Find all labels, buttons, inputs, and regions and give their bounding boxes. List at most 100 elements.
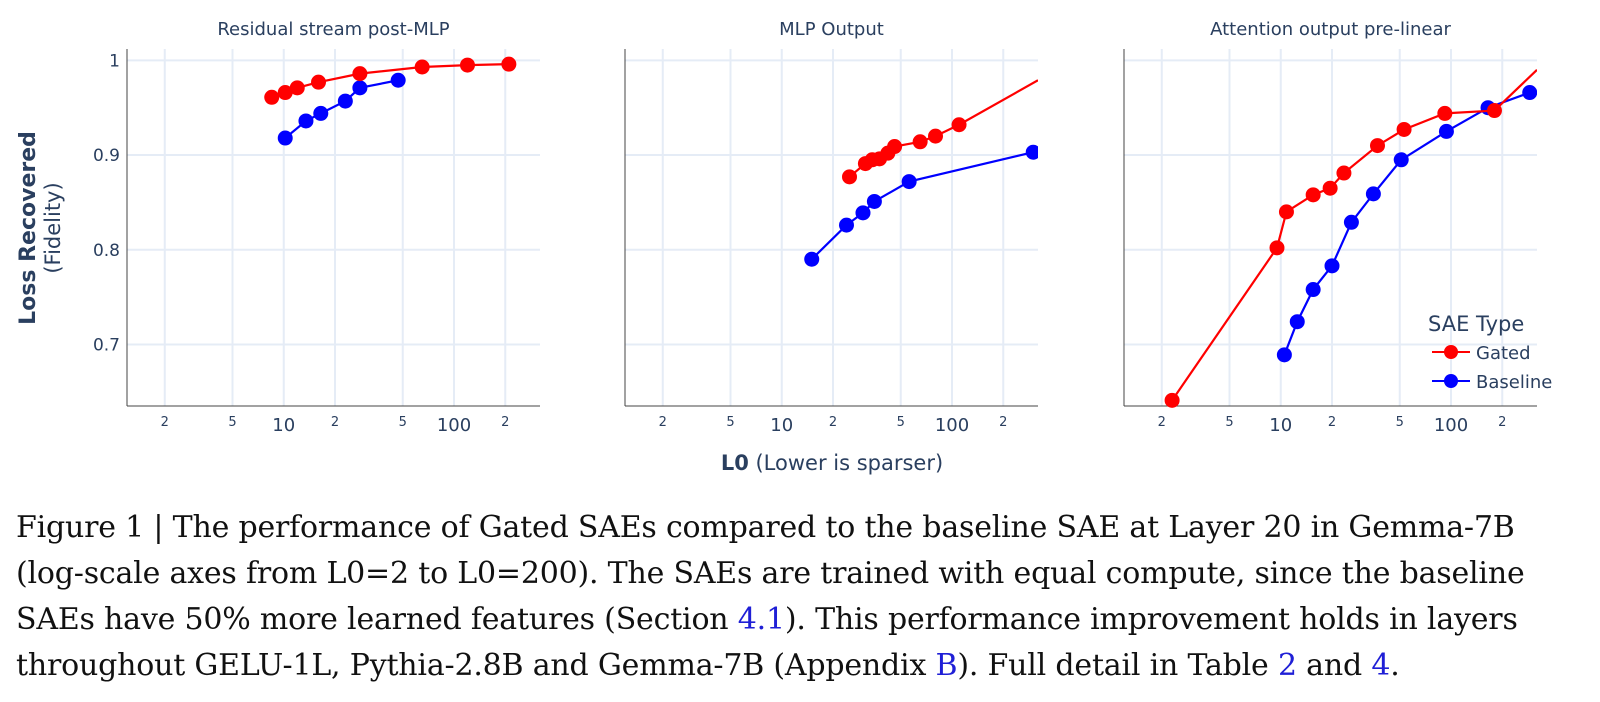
panel-title: MLP Output <box>779 19 884 40</box>
caption-line-3: SAEs have 50% more learned features (Sec… <box>16 602 1518 637</box>
x-tick-label: 2 <box>1158 415 1166 430</box>
gated-point <box>459 57 475 73</box>
x-tick-label: 5 <box>1225 415 1233 430</box>
gated-point <box>501 56 517 72</box>
baseline-point <box>1522 85 1537 101</box>
gated-point <box>1322 180 1338 196</box>
baseline-point <box>1343 214 1359 230</box>
panel-title: Residual stream post-MLP <box>217 19 449 40</box>
x-tick-label: 10 <box>770 415 793 436</box>
gated-point <box>311 74 327 90</box>
baseline-point <box>1305 282 1321 298</box>
y-tick-label: 1 <box>109 51 120 71</box>
x-tick-label: 5 <box>228 415 236 430</box>
section-link[interactable]: 4.1 <box>737 602 785 637</box>
x-tick-label: 5 <box>399 415 407 430</box>
legend-baseline-marker <box>1444 374 1458 388</box>
figure-caption: Figure 1 | The performance of Gated SAEs… <box>16 505 1591 689</box>
gated-point <box>1486 103 1502 119</box>
baseline-point <box>1393 152 1409 168</box>
x-tick-label: 10 <box>272 415 295 436</box>
x-tick-label: 100 <box>437 415 471 436</box>
legend: SAE Type Gated Baseline <box>1428 312 1552 393</box>
panel-2: MLP Output 2 5 10 2 5 100 2 <box>624 19 1038 436</box>
baseline-point <box>1324 258 1340 274</box>
gated-point <box>928 128 944 144</box>
baseline-point <box>866 193 882 209</box>
x-tick-label: 5 <box>726 415 734 430</box>
plot-area <box>264 56 517 146</box>
baseline-point <box>277 130 293 146</box>
baseline-point <box>838 217 854 233</box>
x-tick-label: 5 <box>897 415 905 430</box>
gated-point <box>264 89 280 105</box>
gated-point <box>289 80 305 96</box>
x-tick-label: 2 <box>1498 415 1506 430</box>
x-tick-label: 5 <box>1396 415 1404 430</box>
plot-area <box>804 79 1038 267</box>
baseline-point <box>804 251 820 267</box>
legend-baseline-label: Baseline <box>1476 372 1552 393</box>
baseline-point <box>337 93 353 109</box>
gated-point <box>1305 187 1321 203</box>
y-axis-title: Loss Recovered <box>16 131 41 325</box>
table-2-link[interactable]: 2 <box>1277 648 1297 683</box>
baseline-point <box>1365 186 1381 202</box>
gated-point <box>1336 165 1352 181</box>
y-tick-label: 0.9 <box>93 146 120 166</box>
y-tick-label: 0.8 <box>93 241 120 261</box>
gated-point <box>1369 138 1385 154</box>
legend-title: SAE Type <box>1428 312 1524 336</box>
figure-chart: Residual stream post-MLP 2 5 10 2 5 100 2 0.7 0.8… <box>16 19 1552 475</box>
baseline-point <box>313 105 329 121</box>
x-axis-title: L0 (Lower is sparser) <box>721 451 943 475</box>
gated-point <box>1164 392 1180 408</box>
plot-area <box>1164 69 1537 408</box>
caption-line-1: Figure 1 | The performance of Gated SAEs… <box>16 510 1515 545</box>
y-tick-label: 0.7 <box>93 335 120 355</box>
gated-point <box>1437 105 1453 121</box>
appendix-link[interactable]: B <box>935 648 958 683</box>
caption-line-2: (log-scale axes from L0=2 to L0=200). Th… <box>16 556 1525 591</box>
gated-point <box>842 169 858 185</box>
x-tick-label: 100 <box>935 415 969 436</box>
gated-point <box>352 66 368 82</box>
baseline-line <box>810 151 1034 261</box>
baseline-line <box>1283 91 1531 356</box>
x-tick-label: 2 <box>161 415 169 430</box>
panel-3: Attention output pre-linear 2 5 10 2 5 100 2 <box>1123 19 1537 436</box>
gated-point <box>1396 121 1412 137</box>
gated-point <box>277 85 293 101</box>
x-axis-title-rest: (Lower is sparser) <box>749 451 943 475</box>
x-tick-label: 2 <box>659 415 667 430</box>
x-tick-label: 2 <box>331 415 339 430</box>
baseline-point <box>901 174 917 190</box>
baseline-point <box>1438 123 1454 139</box>
baseline-point <box>1289 314 1305 330</box>
y-axis-subtitle: (Fidelity) <box>41 182 65 273</box>
table-4-link[interactable]: 4 <box>1371 648 1391 683</box>
baseline-point <box>390 72 406 88</box>
legend-gated-marker <box>1444 345 1458 359</box>
x-tick-label: 100 <box>1434 415 1468 436</box>
x-tick-label: 2 <box>501 415 509 430</box>
x-tick-label: 2 <box>999 415 1007 430</box>
panel-1: Residual stream post-MLP 2 5 10 2 5 100 2 0.7 0.8… <box>93 19 540 436</box>
baseline-point <box>298 113 314 129</box>
baseline-point <box>1025 144 1038 160</box>
x-tick-label: 10 <box>1269 415 1292 436</box>
gated-point <box>912 134 928 150</box>
gated-point <box>1278 204 1294 220</box>
gated-point <box>1269 240 1285 256</box>
gated-point <box>414 59 430 75</box>
gated-point <box>951 117 967 133</box>
caption-line-4: throughout GELU-1L, Pythia-2.8B and Gemm… <box>16 648 1400 683</box>
panel-title: Attention output pre-linear <box>1210 19 1451 40</box>
gated-point <box>887 139 903 155</box>
y-axis-title-bold: Loss Recovered <box>16 131 41 325</box>
baseline-point <box>1276 347 1292 363</box>
x-tick-label: 2 <box>829 415 837 430</box>
x-axis-title-bold: L0 <box>721 451 749 475</box>
baseline-point <box>352 80 368 96</box>
x-tick-label: 2 <box>1328 415 1336 430</box>
